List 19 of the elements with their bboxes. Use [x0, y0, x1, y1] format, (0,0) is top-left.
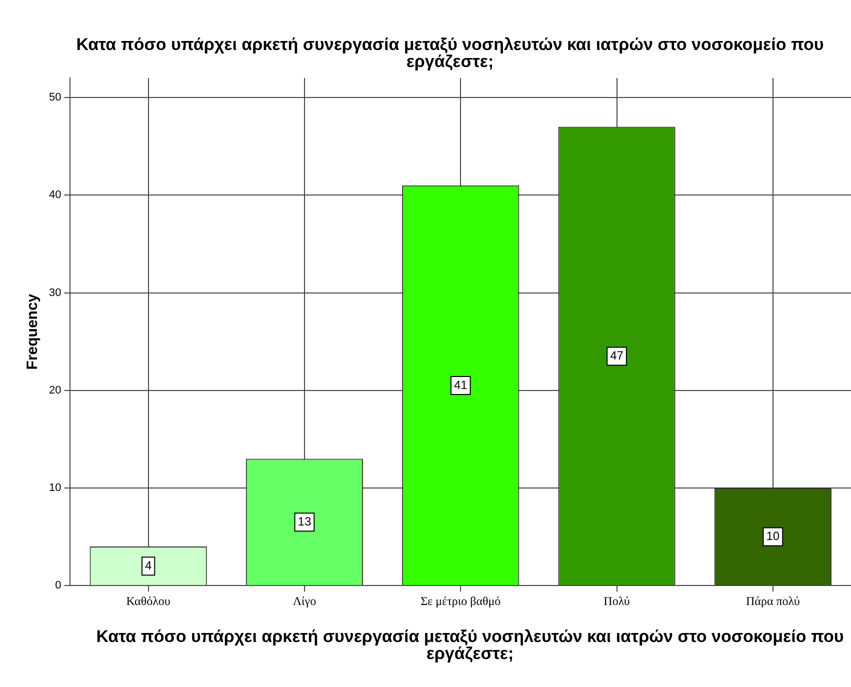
x-tick-label: Σε μέτριο βαθμό	[420, 594, 501, 608]
x-tick-label: Πολύ	[604, 594, 630, 608]
y-tick-label: 20	[48, 384, 62, 396]
chart-title: Κατα πόσο υπάρχει αρκετή συνεργασία μεταξύ νοσηλευτών και ιατρών στο νοσοκομείο που εργάζεστε;	[75, 35, 825, 71]
y-tick-label: 50	[48, 92, 62, 104]
data-label: 4	[144, 558, 152, 572]
x-tick-label: Λίγο	[292, 594, 316, 608]
x-axis-title: Κατα πόσο υπάρχει αρκετή συνεργασία μεταξύ νοσηλευτών και ιατρών στο νοσοκομείο που εργάζεστε;	[95, 627, 845, 663]
data-label: 47	[610, 348, 624, 363]
data-label: 10	[766, 529, 780, 544]
data-label: 41	[454, 378, 468, 392]
y-tick-label: 40	[48, 189, 62, 202]
x-tick-label: Καθόλου	[126, 594, 170, 608]
y-tick-label: 30	[48, 286, 62, 299]
y-tick-label: 10	[48, 482, 62, 494]
y-tick-label: 0	[55, 580, 62, 592]
data-label: 13	[298, 514, 312, 528]
x-tick-label: Πάρα πολύ	[746, 594, 800, 608]
y-axis-title: Frequency	[24, 293, 42, 370]
